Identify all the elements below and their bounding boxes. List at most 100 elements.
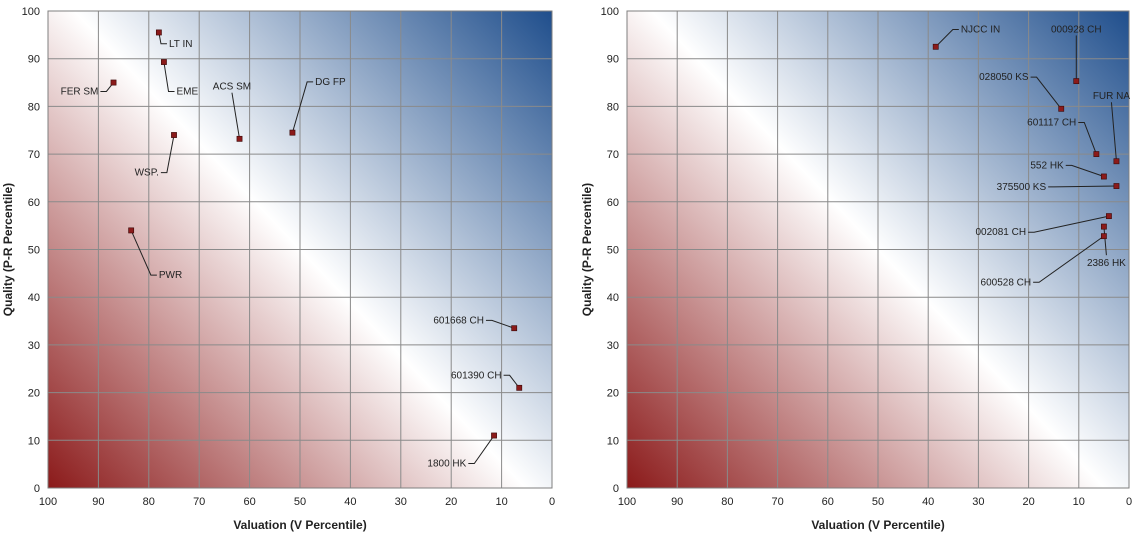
leader-line-fur-na	[1110, 102, 1117, 162]
x-tick-label: 80	[721, 496, 733, 508]
leader-line-600528-ch	[1033, 235, 1105, 283]
point-2386-hk	[1101, 223, 1107, 230]
y-tick-label: 20	[28, 388, 40, 400]
plot-frame	[47, 10, 553, 489]
x-axis-title: Valuation (V Percentile)	[811, 518, 944, 532]
point-label-600528-ch: 600528 CH	[981, 277, 1032, 288]
scatter-chart-2: 100 90 80 70 60 50 40 30 20 10 0010203040506070809…	[580, 6, 1132, 532]
point-label-acs-sm: ACS SM	[213, 82, 251, 93]
y-tick-label: 60	[28, 197, 40, 209]
point-028050-ks	[1058, 105, 1065, 112]
point-label-002081-ch: 002081 CH	[975, 227, 1026, 238]
leader-line-552-hk	[1065, 164, 1105, 177]
point-lt-in	[155, 29, 162, 36]
point-375500-ks	[1113, 183, 1120, 189]
point-eme	[161, 59, 167, 65]
y-axis-title: Quality (P-R Percentile)	[580, 183, 594, 316]
leader-line-acs-sm	[231, 92, 241, 139]
y-tick-label: 0	[34, 483, 40, 495]
x-tick-label: 100	[39, 496, 57, 508]
leader-line-1800-hk	[468, 435, 495, 465]
point-label-wsp: WSP.	[135, 168, 159, 179]
x-tick-label: 60	[243, 496, 255, 508]
x-tick-label: 40	[344, 496, 356, 508]
point-label-lt-in: LT IN	[169, 39, 193, 50]
y-tick-label: 10	[607, 435, 619, 447]
x-tick-label: 0	[549, 496, 555, 508]
x-axis-title: Valuation (V Percentile)	[233, 518, 366, 532]
point-label-000928-ch: 000928 CH	[1051, 24, 1102, 35]
y-tick-label: 60	[607, 197, 619, 209]
point-wsp	[171, 132, 177, 138]
point-000928-ch	[1073, 78, 1080, 85]
point-label-375500-ks: 375500 KS	[997, 182, 1047, 193]
point-601390-ch	[516, 384, 523, 391]
x-tick-label: 10	[1073, 496, 1085, 508]
y-tick-label: 70	[607, 149, 619, 161]
point-552-hk	[1101, 173, 1107, 180]
y-tick-label: 90	[28, 54, 40, 66]
y-tick-label: 100	[601, 6, 619, 18]
y-tick-label: 50	[607, 245, 619, 257]
x-tick-label: 30	[395, 496, 407, 508]
point-fer-sm	[110, 79, 117, 86]
x-tick-label: 10	[495, 496, 507, 508]
x-tick-label: 90	[92, 496, 104, 508]
y-tick-label: 40	[28, 292, 40, 304]
plot-frame	[626, 10, 1130, 489]
leader-line-601668-ch	[485, 319, 515, 329]
point-label-552-hk: 552 HK	[1030, 160, 1064, 171]
point-label-601117-ch: 601117 CH	[1027, 117, 1076, 128]
leader-line-2386-hk	[1103, 226, 1107, 256]
point-601117-ch	[1093, 151, 1100, 157]
y-tick-label: 0	[613, 483, 619, 495]
y-axis-title: Quality (P-R Percentile)	[1, 183, 15, 316]
point-label-1800-hk: 1800 HK	[427, 459, 466, 470]
y-tick-label: 30	[607, 340, 619, 352]
y-tick-label: 70	[28, 149, 40, 161]
x-tick-label: 70	[193, 496, 205, 508]
y-tick-label: 90	[607, 54, 619, 66]
x-tick-label: 0	[1126, 496, 1132, 508]
point-label-fer-sm: FER SM	[61, 86, 99, 97]
leader-line-375500-ks	[1048, 185, 1117, 188]
point-label-dg-fp: DG FP	[315, 77, 346, 88]
y-tick-label: 100	[22, 6, 40, 18]
y-tick-label: 80	[607, 101, 619, 113]
point-label-601390-ch: 601390 CH	[451, 370, 502, 381]
x-tick-label: 20	[445, 496, 457, 508]
y-tick-label: 40	[607, 292, 619, 304]
point-1800-hk	[491, 432, 497, 439]
point-label-eme: EME	[177, 86, 199, 97]
leader-line-njcc-in	[935, 28, 959, 48]
leader-line-dg-fp	[291, 81, 314, 133]
x-tick-label: 30	[972, 496, 984, 508]
point-label-028050-ks: 028050 KS	[979, 72, 1029, 83]
point-njcc-in	[932, 43, 939, 50]
point-label-2386-hk: 2386 HK	[1087, 258, 1126, 269]
y-tick-label: 20	[607, 388, 619, 400]
leader-line-fer-sm	[100, 82, 114, 92]
y-tick-label: 80	[28, 101, 40, 113]
x-tick-label: 60	[822, 496, 834, 508]
leader-line-wsp	[160, 134, 175, 174]
y-tick-label: 30	[28, 340, 40, 352]
point-fur-na	[1113, 158, 1120, 165]
leader-line-eme	[163, 61, 175, 92]
x-tick-label: 100	[618, 496, 636, 508]
point-dg-fp	[289, 129, 296, 136]
point-label-fur-na: FUR NA	[1093, 91, 1131, 102]
x-tick-label: 90	[671, 496, 683, 508]
point-label-pwr: PWR	[159, 270, 182, 281]
leader-line-601117-ch	[1078, 121, 1097, 155]
point-label-601668-ch: 601668 CH	[433, 315, 484, 326]
scatter-chart-1: 100 90 80 70 60 50 40 30 20 10 0010203040506070809…	[1, 6, 555, 532]
point-acs-sm	[236, 135, 243, 142]
leader-line-601390-ch	[503, 374, 520, 389]
x-tick-label: 40	[922, 496, 934, 508]
point-label-njcc-in: NJCC IN	[961, 24, 1000, 35]
x-tick-label: 70	[771, 496, 783, 508]
point-002081-ch	[1106, 213, 1112, 220]
leader-line-lt-in	[158, 32, 167, 45]
